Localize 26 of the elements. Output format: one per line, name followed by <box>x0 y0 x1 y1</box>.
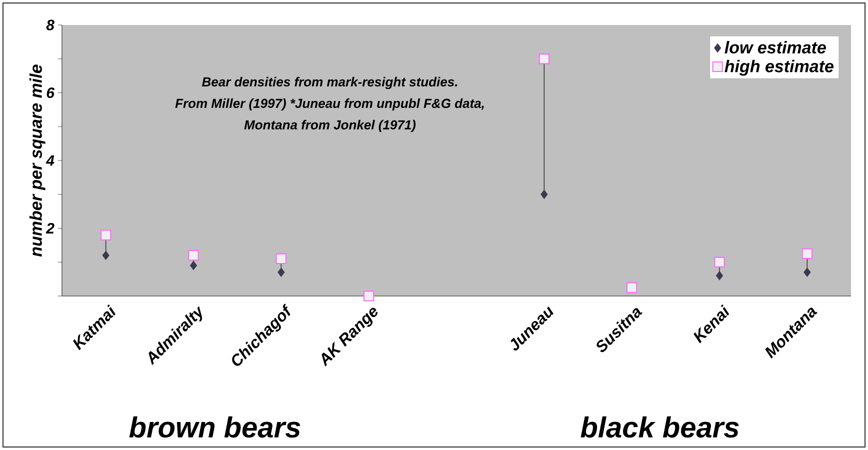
point <box>364 290 374 302</box>
legend-label: high estimate <box>724 60 834 76</box>
y-tick-label: 6 <box>46 87 55 98</box>
point <box>276 253 286 264</box>
point <box>714 256 725 268</box>
point <box>802 248 812 259</box>
point <box>538 54 550 64</box>
annotation: From Miller (1997) *Juneau from unpubl F&G data, <box>175 98 484 111</box>
y-axis-title: number per square mile <box>29 64 46 257</box>
point <box>540 190 548 200</box>
y-tick-label: 8 <box>46 20 54 30</box>
point <box>188 250 199 261</box>
annotation: Montana from Jonkel (1971) <box>244 120 416 132</box>
point <box>190 260 198 270</box>
point <box>626 282 638 293</box>
y-tick-label: 4 <box>46 155 54 166</box>
point <box>804 268 811 277</box>
annotation: Bear densities from mark-resight studies. <box>202 76 458 90</box>
point <box>102 250 110 260</box>
text: black bears <box>580 416 739 438</box>
point <box>716 270 724 280</box>
point <box>100 230 112 240</box>
point <box>278 268 285 277</box>
text: brown bears <box>129 416 300 438</box>
legend-label: low estimate <box>724 41 826 54</box>
y-tick-label: 2 <box>46 223 54 234</box>
